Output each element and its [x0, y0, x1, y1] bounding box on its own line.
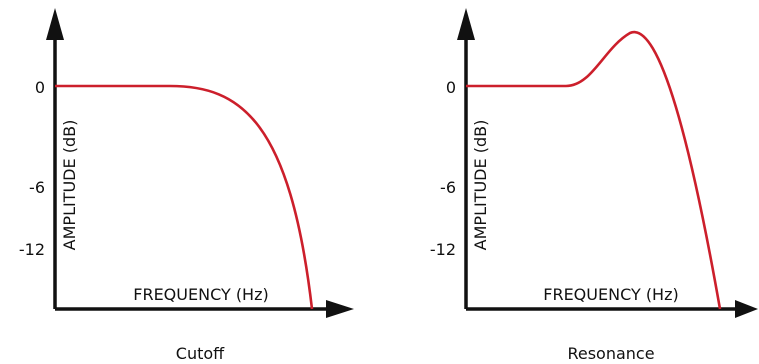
- resonance-y-axis-label: AMPLITUDE (dB): [471, 120, 490, 251]
- cutoff-tick-label-minus12: -12: [19, 240, 45, 259]
- resonance-caption: Resonance: [567, 344, 654, 363]
- cutoff-caption: Cutoff: [176, 344, 225, 363]
- resonance-tick-label-minus12: -12: [430, 240, 456, 259]
- resonance-tick-label-0: 0: [446, 78, 456, 97]
- resonance-panel: 0 -6 -12 AMPLITUDE (dB) FREQUENCY (Hz) R…: [430, 8, 758, 363]
- cutoff-response-curve: [55, 84, 314, 310]
- cutoff-tick-label-0: 0: [35, 78, 45, 97]
- cutoff-tick-label-minus6: -6: [29, 178, 45, 197]
- cutoff-panel: 0 -6 -12 AMPLITUDE (dB) FREQUENCY (Hz) C…: [19, 8, 354, 363]
- cutoff-x-axis-arrowhead: [326, 300, 354, 318]
- cutoff-y-axis-label: AMPLITUDE (dB): [60, 120, 79, 251]
- resonance-y-axis-arrowhead: [457, 8, 475, 40]
- resonance-tick-label-minus6: -6: [440, 178, 456, 197]
- resonance-x-axis-label: FREQUENCY (Hz): [543, 285, 678, 304]
- resonance-x-axis-arrowhead: [735, 300, 758, 318]
- resonance-response-curve: [466, 30, 722, 310]
- cutoff-x-axis-label: FREQUENCY (Hz): [133, 285, 268, 304]
- cutoff-y-axis-arrowhead: [46, 8, 64, 40]
